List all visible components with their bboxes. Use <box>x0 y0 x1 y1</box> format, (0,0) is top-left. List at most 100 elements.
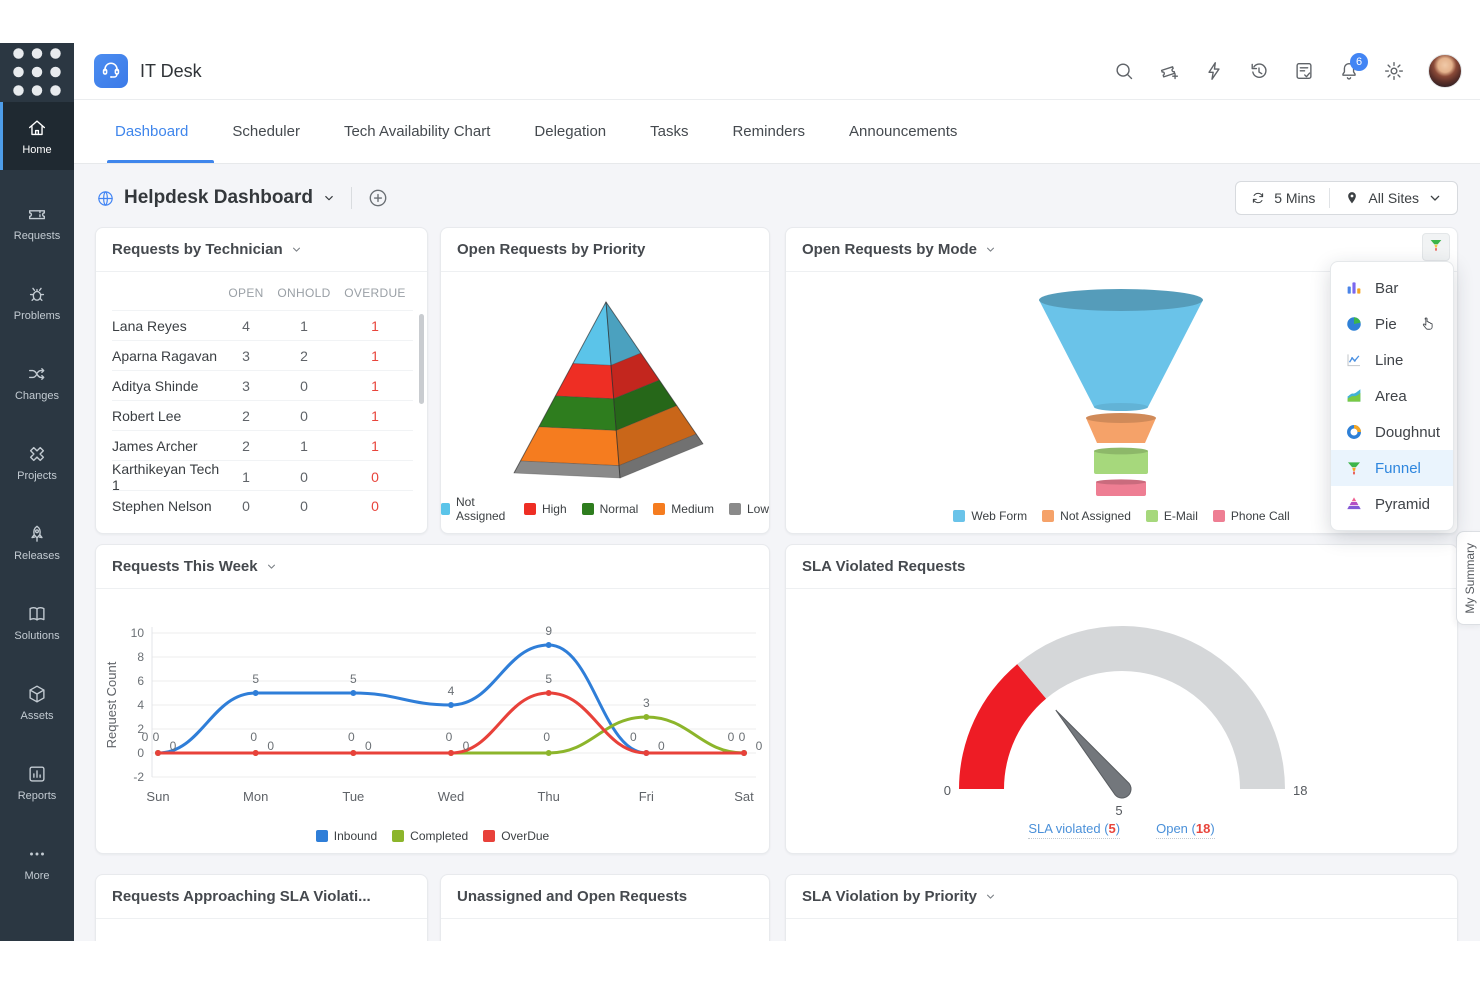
tab-delegation[interactable]: Delegation <box>534 123 607 140</box>
sla-gauge-chart: 0 18 5 <box>786 589 1457 853</box>
sidebar-item-reports[interactable]: Reports <box>0 742 74 822</box>
svg-text:Tue: Tue <box>342 789 364 804</box>
svg-text:0: 0 <box>739 730 746 744</box>
problems-icon <box>26 283 48 305</box>
divider <box>351 187 352 209</box>
svg-text:0: 0 <box>142 730 149 744</box>
card-title-open-requests-by-mode[interactable]: Open Requests by Mode <box>786 228 1457 272</box>
more-icon <box>26 843 48 865</box>
tab-tech-availability-chart[interactable]: Tech Availability Chart <box>343 123 491 140</box>
search-icon[interactable] <box>1113 60 1135 82</box>
legend-item: Web Form <box>953 509 1027 523</box>
settings-gear-icon[interactable] <box>1383 60 1405 82</box>
feedback-icon[interactable] <box>1293 60 1315 82</box>
site-filter-button[interactable]: All Sites <box>1330 190 1457 206</box>
tab-dashboard[interactable]: Dashboard <box>106 100 215 163</box>
dashboard-filters: 5 Mins All Sites <box>1235 181 1458 215</box>
sidebar-item-projects[interactable]: Projects <box>0 422 74 502</box>
globe-icon <box>96 189 115 208</box>
gauge-legend-item[interactable]: Open (18) <box>1156 821 1215 839</box>
dashboard-selector[interactable]: Helpdesk Dashboard <box>96 187 336 209</box>
card-requests-approaching-sla: Requests Approaching SLA Violati... <box>95 874 428 941</box>
bar-chart-icon <box>1345 279 1363 297</box>
table-row[interactable]: Lana Reyes 4 1 1 <box>112 310 413 340</box>
funnel-chart <box>786 272 1457 533</box>
table-row[interactable]: Robert Lee 2 0 1 <box>112 400 413 430</box>
flash-icon[interactable] <box>1203 60 1225 82</box>
svg-text:0: 0 <box>630 730 637 744</box>
card-open-requests-by-priority: Open Requests by Priority Not Assigned H… <box>440 227 770 534</box>
chart-type-filter-button[interactable] <box>1422 233 1450 261</box>
releases-icon <box>26 523 48 545</box>
ticket-add-icon[interactable] <box>1158 60 1180 82</box>
history-icon[interactable] <box>1248 60 1270 82</box>
svg-text:0: 0 <box>756 739 763 753</box>
sidebar-item-assets[interactable]: Assets <box>0 662 74 742</box>
table-header: OPEN ONHOLD OVERDUE <box>228 286 406 300</box>
sidebar-item-problems[interactable]: Problems <box>0 262 74 342</box>
legend-item: Not Assigned <box>1042 509 1131 523</box>
legend-item: Low <box>728 495 769 523</box>
svg-text:Wed: Wed <box>438 789 465 804</box>
table-row[interactable]: James Archer 2 1 1 <box>112 430 413 460</box>
notifications-bell-icon[interactable]: 6 <box>1338 53 1368 82</box>
chevron-down-icon <box>265 560 278 573</box>
add-dashboard-button[interactable] <box>367 187 389 209</box>
chart-type-option-line[interactable]: Line <box>1331 342 1453 378</box>
card-title-sla-violated-requests: SLA Violated Requests <box>786 545 1457 589</box>
tab-tasks[interactable]: Tasks <box>650 123 689 140</box>
legend-item: Inbound <box>315 829 377 843</box>
gauge-legend-item[interactable]: SLA violated (5) <box>1028 821 1121 839</box>
chart-type-option-doughnut[interactable]: Doughnut <box>1331 414 1453 450</box>
notification-badge: 6 <box>1350 53 1368 71</box>
svg-text:3: 3 <box>643 696 650 710</box>
table-row[interactable]: Stephen Nelson 0 0 0 <box>112 490 413 520</box>
card-unassigned-open-requests: Unassigned and Open Requests <box>440 874 770 941</box>
doughnut-chart-icon <box>1345 423 1363 441</box>
pie-chart-icon <box>1345 315 1363 333</box>
it-desk-app: Home Requests Problems Changes Projects … <box>0 43 1480 941</box>
table-scrollbar[interactable] <box>419 314 424 404</box>
legend-item: Phone Call <box>1212 509 1290 523</box>
sidebar-item-changes[interactable]: Changes <box>0 342 74 422</box>
app-title: IT Desk <box>140 60 202 81</box>
card-title-requests-this-week[interactable]: Requests This Week <box>96 545 769 589</box>
sidebar-item-home[interactable]: Home <box>0 102 74 170</box>
sidebar-item-requests[interactable]: Requests <box>0 182 74 262</box>
dashboard-header: Helpdesk Dashboard 5 Mins All Sites <box>96 176 1458 220</box>
tab-reminders[interactable]: Reminders <box>732 123 805 140</box>
chart-type-option-pie[interactable]: Pie <box>1331 306 1453 342</box>
table-row[interactable]: Aditya Shinde 3 0 1 <box>112 370 413 400</box>
table-row[interactable]: Karthikeyan Tech 1 1 0 0 <box>112 460 413 493</box>
legend-item: Not Assigned <box>441 495 509 523</box>
card-title-requests-by-technician[interactable]: Requests by Technician <box>96 228 427 272</box>
svg-text:0: 0 <box>446 730 453 744</box>
card-title-sla-violation-by-priority[interactable]: SLA Violation by Priority <box>786 875 1457 919</box>
svg-text:5: 5 <box>252 672 259 686</box>
svg-text:2: 2 <box>137 722 144 736</box>
sidebar-item-releases[interactable]: Releases <box>0 502 74 582</box>
app-grid-icon[interactable] <box>0 43 74 100</box>
headset-icon <box>100 58 122 85</box>
reports-icon <box>26 763 48 785</box>
refresh-interval-button[interactable]: 5 Mins <box>1236 190 1329 206</box>
tab-scheduler[interactable]: Scheduler <box>232 123 300 140</box>
sidebar-item-more[interactable]: More <box>0 822 74 902</box>
sidebar-nav: Home Requests Problems Changes Projects … <box>0 102 74 902</box>
my-summary-tab[interactable]: My Summary <box>1456 531 1480 625</box>
user-avatar[interactable] <box>1428 54 1462 88</box>
chart-type-option-pyramid[interactable]: Pyramid <box>1331 486 1453 522</box>
chart-type-option-area[interactable]: Area <box>1331 378 1453 414</box>
svg-text:0: 0 <box>543 730 550 744</box>
chart-type-option-bar[interactable]: Bar <box>1331 270 1453 306</box>
chart-type-option-funnel[interactable]: Funnel <box>1331 450 1453 486</box>
tab-announcements[interactable]: Announcements <box>849 123 958 140</box>
sidebar: Home Requests Problems Changes Projects … <box>0 43 74 941</box>
it-desk-logo <box>94 54 128 88</box>
technician-table: OPEN ONHOLD OVERDUE Lana Reyes 4 1 1 Aparn… <box>96 272 427 520</box>
svg-text:6: 6 <box>137 674 144 688</box>
table-row[interactable]: Aparna Ragavan 3 2 1 <box>112 340 413 370</box>
sidebar-item-solutions[interactable]: Solutions <box>0 582 74 662</box>
svg-text:0: 0 <box>137 746 144 760</box>
